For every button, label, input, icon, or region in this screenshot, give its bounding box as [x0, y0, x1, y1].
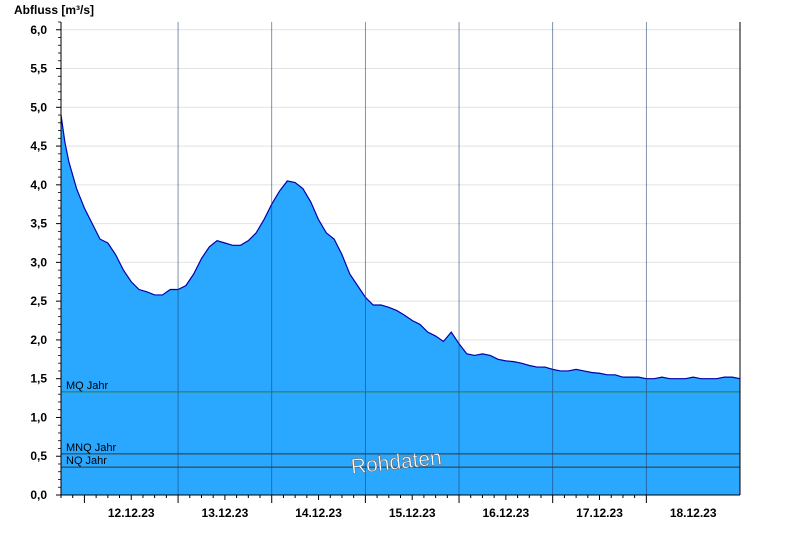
y-axis-title: Abfluss [m³/s]: [14, 3, 94, 17]
y-tick-label: 0,5: [30, 449, 47, 463]
y-tick-label: 1,0: [30, 410, 47, 424]
x-tick-label: 16.12.23: [483, 506, 530, 520]
y-tick-label: 6,0: [30, 23, 47, 37]
x-tick-label: 12.12.23: [108, 506, 155, 520]
y-tick-label: 5,5: [30, 62, 47, 76]
y-tick-label: 3,5: [30, 217, 47, 231]
reference-label: MQ Jahr: [66, 380, 109, 392]
axes: 0,0 0,5 1,0 1,5 2,0 2,5 3,0 3,5 4,0 4,5 5,0 5,5 6,0 1…: [30, 21, 741, 520]
plot-area: [60, 22, 741, 496]
y-tick-label: 4,5: [30, 139, 47, 153]
reference-label: MNQ Jahr: [66, 442, 116, 454]
reference-label: NQ Jahr: [66, 455, 107, 467]
x-tick-label: 18.12.23: [670, 506, 717, 520]
y-tick-label: 1,5: [30, 372, 47, 386]
x-tick-label: 15.12.23: [389, 506, 436, 520]
y-tick-label: 2,0: [30, 333, 47, 347]
y-tick-label: 0,0: [30, 488, 47, 502]
y-tick-label: 4,0: [30, 178, 47, 192]
y-tick-label: 5,0: [30, 100, 47, 114]
discharge-area: [61, 115, 740, 496]
y-tick-label: 2,5: [30, 294, 47, 308]
x-tick-label: 13.12.23: [202, 506, 249, 520]
x-tick-label: 17.12.23: [576, 506, 623, 520]
y-tick-label: 3,0: [30, 255, 47, 269]
x-tick-label: 14.12.23: [295, 506, 342, 520]
discharge-line: [60, 114, 741, 380]
